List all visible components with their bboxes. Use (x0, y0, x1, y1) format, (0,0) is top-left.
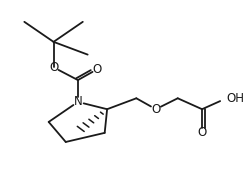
Text: O: O (197, 126, 207, 139)
Text: O: O (49, 61, 58, 74)
Text: O: O (151, 103, 160, 116)
Text: O: O (93, 63, 102, 76)
Text: OH: OH (226, 92, 245, 105)
Text: N: N (73, 95, 82, 108)
